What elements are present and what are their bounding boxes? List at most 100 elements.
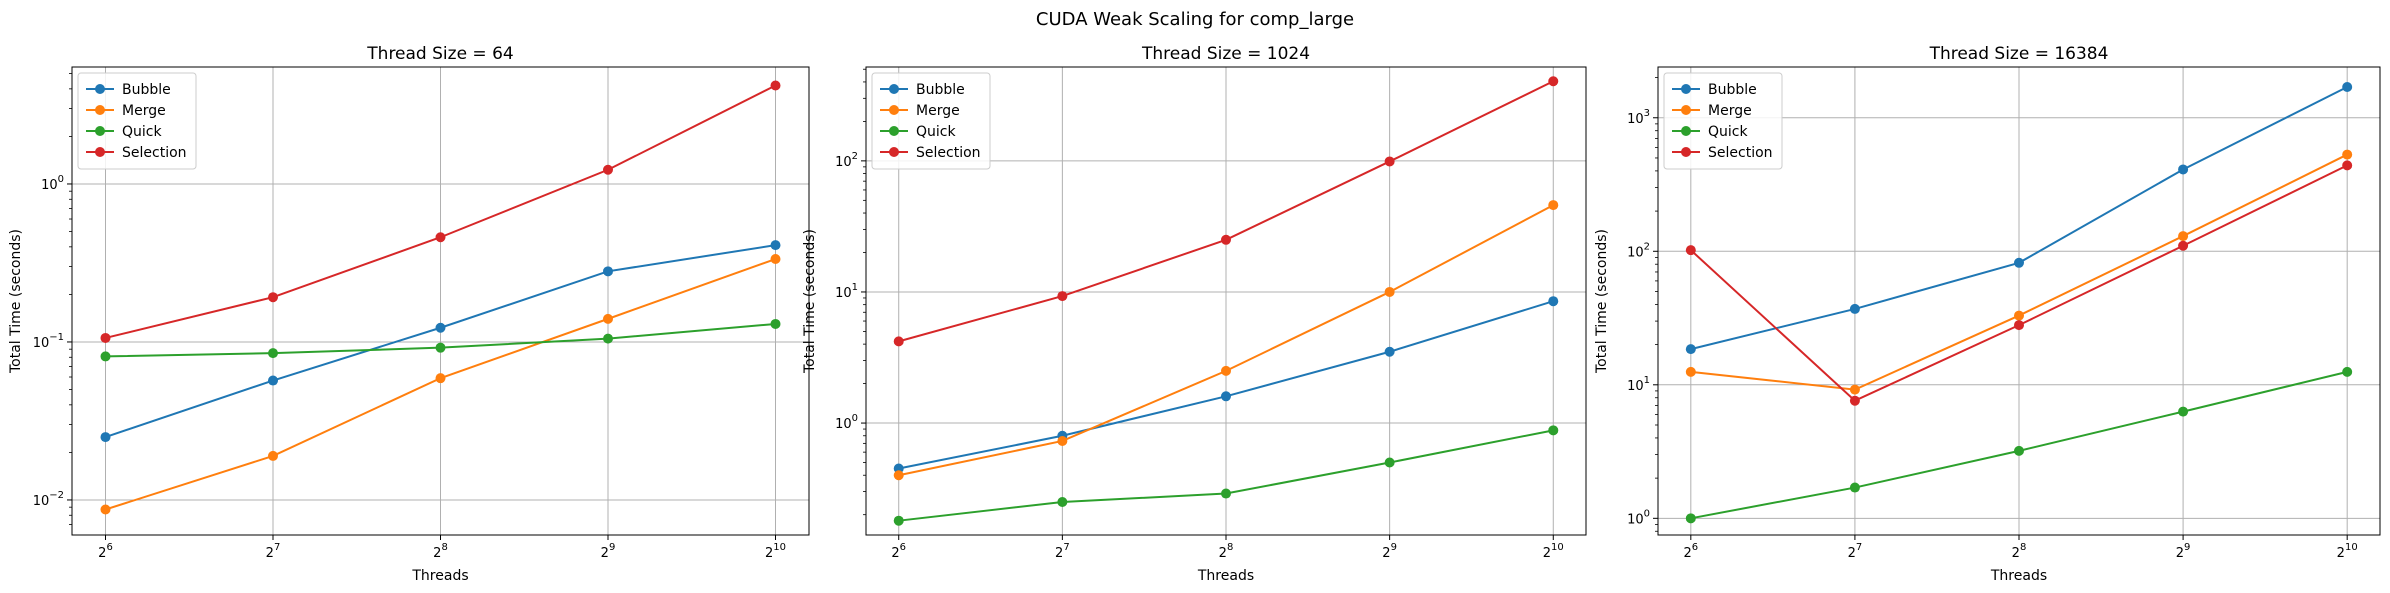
x-tick-label-base: 2 — [2176, 546, 2184, 561]
legend-label: Selection — [1708, 145, 1773, 161]
legend-marker — [889, 105, 899, 115]
data-point-merge — [1384, 286, 1395, 297]
y-tick-label: 10−1 — [33, 332, 64, 351]
y-tick-label-base: 10 — [835, 417, 852, 432]
y-tick-label-base: 10 — [33, 494, 50, 509]
data-point-merge — [1221, 365, 1231, 376]
legend: Bubble Merge Quick Selection — [77, 72, 197, 170]
legend-label: Quick — [916, 124, 956, 140]
x-tick-label: 26 — [98, 542, 113, 561]
data-point-quick — [2178, 406, 2189, 417]
legend-label: Quick — [1708, 124, 1748, 140]
x-tick-label: 210 — [2337, 542, 2358, 561]
data-point-selection — [1685, 245, 1696, 256]
data-point-selection — [2178, 240, 2189, 251]
y-tick-label-base: 10 — [1627, 512, 1644, 527]
data-point-quick — [770, 318, 781, 329]
y-tick-label: 101 — [835, 282, 858, 301]
data-point-selection — [603, 164, 613, 175]
x-tick-label: 29 — [601, 542, 616, 561]
data-point-quick — [2342, 366, 2353, 377]
x-tick-label: 26 — [891, 542, 906, 561]
x-tick-label-exponent: 10 — [2345, 542, 2358, 553]
legend-marker — [889, 126, 899, 136]
legend-marker — [1681, 147, 1691, 157]
y-tick-label-exponent: 0 — [58, 174, 64, 185]
data-point-selection — [2342, 160, 2353, 171]
y-tick-label-base: 10 — [835, 155, 852, 170]
y-tick-label: 100 — [1627, 508, 1650, 527]
data-point-selection — [268, 292, 278, 303]
legend-label: Selection — [916, 145, 981, 161]
data-point-bubble — [435, 322, 446, 333]
x-tick-label-base: 2 — [433, 546, 441, 561]
x-tick-label-exponent: 7 — [1063, 542, 1069, 553]
x-tick-label-base: 2 — [2337, 546, 2345, 561]
y-tick-label-exponent: 1 — [852, 282, 858, 293]
legend-box — [871, 72, 991, 170]
x-tick-label-base: 2 — [1382, 546, 1390, 561]
legend: Bubble Merge Quick Selection — [871, 72, 991, 170]
data-point-quick — [1057, 496, 1068, 507]
data-point-merge — [435, 373, 446, 384]
data-point-selection — [2014, 320, 2024, 331]
data-point-bubble — [603, 266, 613, 277]
data-point-selection — [1057, 291, 1068, 302]
x-tick-label-base: 2 — [98, 546, 106, 561]
legend-marker — [1681, 105, 1691, 115]
y-tick-label-exponent: 1 — [1644, 375, 1650, 386]
data-point-selection — [100, 332, 111, 343]
x-tick-label-base: 2 — [1683, 546, 1691, 561]
legend-label: Merge — [916, 103, 960, 119]
data-point-bubble — [1548, 296, 1559, 307]
data-point-merge — [893, 470, 904, 481]
data-point-quick — [435, 342, 446, 353]
data-point-merge — [2178, 231, 2189, 242]
x-tick-label-base: 2 — [1055, 546, 1063, 561]
y-tick-label-exponent: −2 — [49, 490, 64, 501]
data-point-selection — [435, 232, 446, 243]
y-axis-label: Total Time (seconds) — [802, 229, 818, 374]
x-tick-label-base: 2 — [601, 546, 609, 561]
data-point-selection — [1221, 234, 1231, 245]
data-point-quick — [100, 351, 111, 362]
x-axis-label: Threads — [411, 568, 468, 584]
y-tick-label-exponent: 2 — [1644, 241, 1650, 252]
legend-label: Merge — [1708, 103, 1752, 119]
data-point-bubble — [1849, 303, 1860, 314]
data-point-bubble — [100, 432, 111, 443]
y-tick-label-base: 10 — [1627, 112, 1644, 127]
x-tick-label-exponent: 6 — [1692, 542, 1698, 553]
legend-label: Bubble — [122, 82, 171, 98]
x-tick-label: 28 — [433, 542, 448, 561]
legend-marker — [95, 126, 105, 136]
data-point-quick — [1685, 513, 1696, 524]
data-point-bubble — [2178, 164, 2189, 175]
x-tick-label-base: 2 — [891, 546, 899, 561]
legend-label: Bubble — [1708, 82, 1757, 98]
y-tick-label: 100 — [41, 174, 64, 193]
x-tick-label-exponent: 7 — [1856, 542, 1862, 553]
x-tick-label-exponent: 6 — [106, 542, 112, 553]
x-tick-label-base: 2 — [1848, 546, 1856, 561]
y-tick-label-base: 10 — [1627, 245, 1644, 260]
data-point-merge — [268, 450, 278, 461]
data-point-quick — [893, 515, 904, 526]
data-point-merge — [1057, 435, 1068, 446]
data-point-bubble — [2014, 257, 2024, 268]
legend-label: Merge — [122, 103, 166, 119]
data-point-quick — [268, 348, 278, 359]
x-tick-label: 210 — [1543, 542, 1564, 561]
y-tick-label-exponent: 3 — [1644, 108, 1650, 119]
data-point-bubble — [1221, 391, 1231, 402]
data-point-merge — [770, 254, 781, 265]
data-point-selection — [893, 336, 904, 347]
x-tick-label-exponent: 9 — [2184, 542, 2190, 553]
y-axis-label: Total Time (seconds) — [8, 229, 24, 374]
x-tick-label-exponent: 8 — [2020, 542, 2026, 553]
x-tick-label-exponent: 7 — [274, 542, 280, 553]
